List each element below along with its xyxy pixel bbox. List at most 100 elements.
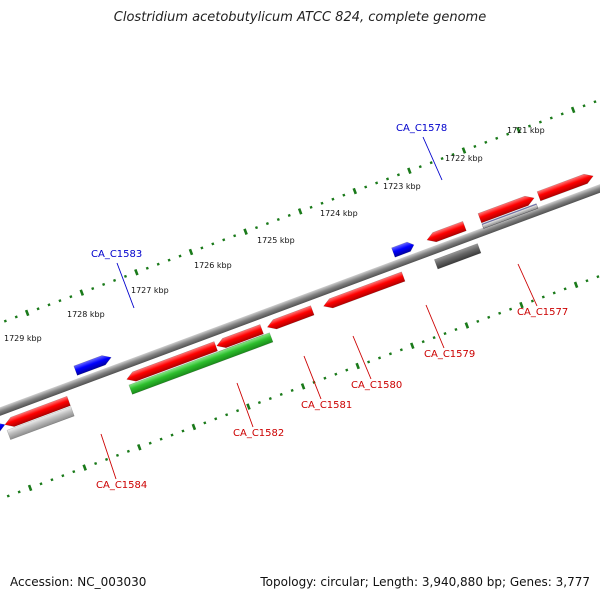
- gene-ca-c1577-a: [536, 173, 594, 202]
- tick-mark: [410, 342, 415, 349]
- tick-mark: [461, 147, 467, 154]
- tick-mark: [418, 165, 422, 169]
- tick-label: 1727 kbp: [131, 286, 169, 295]
- tick-mark: [203, 421, 207, 425]
- gene-dark-grey: [434, 243, 482, 270]
- outer-tick-ring: [3, 100, 597, 323]
- gene-label-ca-c1581[interactable]: CA_C1581: [301, 400, 352, 411]
- tick-mark: [385, 177, 390, 181]
- tick-mark: [91, 286, 95, 291]
- tick-mark: [102, 282, 106, 287]
- tick-mark: [287, 213, 291, 217]
- tick-mark: [170, 433, 174, 437]
- tick-mark: [377, 356, 382, 360]
- tick-mark: [364, 185, 368, 189]
- tick-mark: [6, 494, 10, 498]
- leader-line: [517, 263, 538, 307]
- tick-mark: [126, 449, 130, 453]
- tick-mark: [290, 388, 294, 392]
- tick-mark: [72, 470, 76, 474]
- tick-mark: [24, 309, 30, 317]
- tick-mark: [225, 413, 229, 417]
- gene-label-ca-c1584[interactable]: CA_C1584: [96, 480, 147, 491]
- gene-ca-c1583: [73, 355, 112, 376]
- gene-label-ca-c1582[interactable]: CA_C1582: [233, 428, 284, 439]
- tick-mark: [396, 173, 400, 177]
- inner-tick-ring: [6, 275, 600, 498]
- tick-mark: [178, 254, 182, 258]
- tick-mark: [61, 474, 65, 478]
- tick-label: 1721 kbp: [507, 126, 545, 135]
- tick-mark: [440, 157, 444, 161]
- tick-mark: [506, 132, 510, 136]
- tick-mark: [582, 104, 586, 108]
- tick-mark: [159, 437, 163, 441]
- gene-ca-c1579: [323, 271, 406, 309]
- tick-mark: [69, 295, 73, 299]
- tick-mark: [167, 258, 171, 262]
- tick-mark: [200, 246, 204, 250]
- tick-mark: [498, 311, 502, 315]
- gene-label-ca-c1579[interactable]: CA_C1579: [424, 349, 475, 360]
- tick-mark: [454, 327, 458, 332]
- map-title: Clostridium acetobutylicum ATCC 824, com…: [113, 10, 487, 25]
- tick-mark: [487, 315, 491, 319]
- leader-line: [352, 335, 372, 380]
- gene-label-ca-c1577[interactable]: CA_C1577: [517, 307, 568, 318]
- gene-ca-c1584: [4, 395, 71, 427]
- tick-mark: [82, 464, 87, 471]
- tick-mark: [560, 112, 564, 116]
- tick-mark: [115, 453, 120, 457]
- tick-mark: [104, 457, 109, 461]
- leader-line: [100, 433, 117, 480]
- tick-mark: [516, 126, 521, 134]
- tick-mark: [451, 152, 455, 157]
- tick-mark: [432, 336, 436, 340]
- tick-mark: [309, 205, 313, 209]
- tick-mark: [246, 403, 251, 410]
- tick-mark: [233, 234, 237, 238]
- genome-summary-text: Topology: circular; Length: 3,940,880 bp…: [260, 575, 590, 589]
- tick-mark: [570, 106, 576, 114]
- leader-line: [425, 304, 445, 349]
- tick-mark: [137, 443, 142, 451]
- tick-mark: [596, 275, 600, 279]
- tick-mark: [211, 242, 215, 246]
- tick-mark: [191, 423, 197, 431]
- tick-label: 1723 kbp: [383, 182, 421, 191]
- leader-line: [422, 136, 443, 181]
- tick-mark: [549, 116, 553, 120]
- tick-mark: [145, 266, 149, 270]
- tick-mark: [94, 461, 98, 466]
- tick-label: 1725 kbp: [257, 236, 295, 245]
- gene-ca-c1581-red: [216, 324, 264, 349]
- tick-mark: [527, 124, 532, 128]
- gene-label-ca-c1578[interactable]: CA_C1578: [396, 123, 447, 134]
- tick-mark: [473, 144, 477, 148]
- tick-mark: [3, 319, 7, 323]
- gene-red-a: [426, 221, 467, 243]
- tick-mark: [538, 120, 542, 124]
- gene-label-ca-c1583[interactable]: CA_C1583: [91, 249, 142, 260]
- tick-mark: [342, 193, 346, 197]
- tick-mark: [530, 299, 534, 303]
- tick-mark: [573, 281, 579, 289]
- tick-mark: [297, 208, 303, 215]
- tick-label: 1728 kbp: [67, 310, 105, 319]
- gene-ca-c1577-b: [477, 195, 535, 224]
- tick-mark: [36, 307, 40, 311]
- tick-mark: [276, 217, 280, 222]
- tick-mark: [519, 301, 524, 309]
- tick-mark: [222, 238, 226, 242]
- gene-label-ca-c1580[interactable]: CA_C1580: [351, 380, 402, 391]
- tick-mark: [27, 484, 33, 492]
- gene-grey-b: [6, 406, 75, 440]
- tick-mark: [17, 490, 21, 494]
- tick-mark: [593, 100, 597, 104]
- tick-mark: [79, 289, 85, 296]
- tick-mark: [552, 291, 556, 295]
- tick-mark: [484, 140, 488, 144]
- tick-mark: [134, 269, 139, 276]
- genome-backbone: [0, 149, 600, 451]
